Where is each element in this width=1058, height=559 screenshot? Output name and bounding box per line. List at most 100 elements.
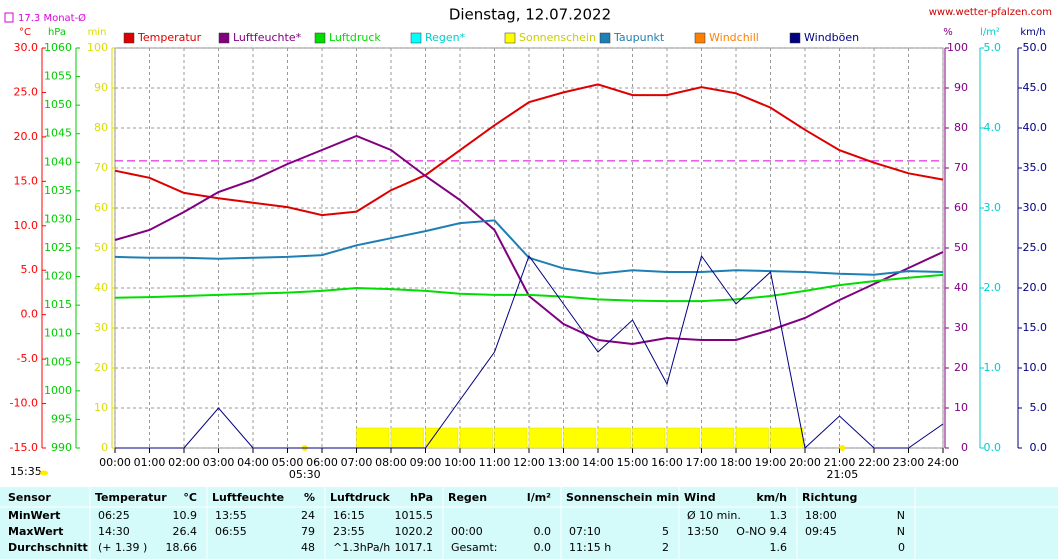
y-tick-label: 70 <box>94 161 108 174</box>
table-cell: 1015.5 <box>395 509 434 522</box>
x-tick-label: 21:00 <box>824 456 856 469</box>
y-tick-label: -10.0 <box>10 397 38 410</box>
sunshine-bar <box>597 427 631 449</box>
y-tick-label: 15.0 <box>14 174 39 187</box>
table-header: Temperatur <box>95 491 167 504</box>
table-cell: 0.0 <box>534 525 552 538</box>
table-cell: 13:50 <box>687 525 719 538</box>
table-cell: 06:55 <box>215 525 247 538</box>
series-line <box>114 273 944 303</box>
y-tick-label: 5.0 <box>21 263 39 276</box>
legend-swatch <box>314 32 326 44</box>
table-cell: 09:45 <box>805 525 837 538</box>
legend-label: Taupunkt <box>613 31 665 44</box>
table-header: Wind <box>684 491 716 504</box>
x-tick-label: 05:00 <box>272 456 304 469</box>
table-header-unit: % <box>304 491 315 504</box>
y-tick-label: 100 <box>87 41 108 54</box>
y-tick-label: -15.0 <box>10 441 38 454</box>
y-tick-label: 45.0 <box>1023 81 1048 94</box>
updated-time: 15:35 <box>10 465 42 478</box>
table-cell: 1.6 <box>770 541 788 554</box>
table-cell: 07:10 <box>569 525 601 538</box>
y-tick-label: 30.0 <box>14 41 39 54</box>
annotation-label: 05:30 <box>289 468 321 481</box>
x-tick-label: 09:00 <box>410 456 442 469</box>
table-cell: 79 <box>301 525 315 538</box>
y-tick-label: 1010 <box>44 327 72 340</box>
x-tick-label: 07:00 <box>341 456 373 469</box>
table-cell: 2 <box>662 541 669 554</box>
y-tick-label: 0 <box>101 441 108 454</box>
y-tick-label: 80 <box>94 121 108 134</box>
y-tick-label: 1060 <box>44 41 72 54</box>
y-tick-label: 10.0 <box>14 219 39 232</box>
table-header-unit: km/h <box>756 491 787 504</box>
table-row-label: Durchschnitt <box>8 541 88 554</box>
table-cell: O-NO 9.4 <box>736 525 787 538</box>
table-cell: N <box>897 525 905 538</box>
y-tick-label: 30 <box>94 321 108 334</box>
x-tick-label: 11:00 <box>479 456 511 469</box>
table-cell: 1017.1 <box>395 541 434 554</box>
x-tick-label: 04:00 <box>237 456 269 469</box>
y-tick-label: 10.0 <box>1023 361 1048 374</box>
x-tick-label: 23:00 <box>893 456 925 469</box>
table-header-unit: l/m² <box>527 491 551 504</box>
table-cell: Gesamt: <box>451 541 498 554</box>
y-tick-label: 3.0 <box>984 201 1002 214</box>
table-cell: (+ 1.39 ) <box>98 541 147 554</box>
legend-label: Luftfeuchte* <box>233 31 302 44</box>
y-axis-unit: % <box>943 27 953 38</box>
y-tick-label: 990 <box>51 441 72 454</box>
y-tick-label: 1015 <box>44 298 72 311</box>
x-tick-label: 16:00 <box>651 456 683 469</box>
x-tick-label: 15:00 <box>617 456 649 469</box>
y-tick-label: 20.0 <box>1023 281 1048 294</box>
y-tick-label: 10 <box>954 401 968 414</box>
background <box>0 0 1058 487</box>
table-cell: Ø 10 min. <box>687 509 741 522</box>
legend-swatch <box>599 32 611 44</box>
sunshine-bar <box>770 427 804 449</box>
y-axis-unit: km/h <box>1020 27 1045 38</box>
y-tick-label: 1045 <box>44 127 72 140</box>
y-tick-label: 0.0 <box>1030 441 1048 454</box>
table-cell: ^1.3hPa/h <box>333 541 390 554</box>
sunshine-bar <box>459 427 493 449</box>
y-tick-label: 40 <box>954 281 968 294</box>
series-line <box>114 219 944 276</box>
x-tick-label: 08:00 <box>375 456 407 469</box>
table-cell: 13:55 <box>215 509 247 522</box>
y-tick-label: 5.0 <box>1030 401 1048 414</box>
sunshine-bar <box>425 427 459 449</box>
chart-title: Dienstag, 12.07.2022 <box>449 6 611 24</box>
x-tick-label: 13:00 <box>548 456 580 469</box>
y-tick-label: 50 <box>954 241 968 254</box>
y-axis-unit: min <box>88 27 107 38</box>
y-tick-label: 10 <box>94 401 108 414</box>
table-row-label: MaxWert <box>8 525 63 538</box>
table-cell: 23:55 <box>333 525 365 538</box>
x-tick-label: 01:00 <box>134 456 166 469</box>
y-tick-label: 15.0 <box>1023 321 1048 334</box>
sunshine-bar <box>528 427 562 449</box>
y-tick-label: 50.0 <box>1023 41 1048 54</box>
y-tick-label: 30 <box>954 321 968 334</box>
x-tick-label: 02:00 <box>168 456 200 469</box>
legend-label: Windböen <box>804 31 859 44</box>
y-tick-label: 40 <box>94 281 108 294</box>
table-header: Sensor <box>8 491 51 504</box>
y-tick-label: 70 <box>954 161 968 174</box>
table-cell: 5 <box>662 525 669 538</box>
x-tick-label: 22:00 <box>858 456 890 469</box>
source-link[interactable]: www.wetter-pfalzen.com <box>929 7 1052 18</box>
table-background <box>0 487 1058 559</box>
y-tick-label: 25.0 <box>14 85 39 98</box>
table-header: Sonnenschein min <box>566 491 679 504</box>
y-tick-label: 1020 <box>44 270 72 283</box>
table-cell: 10.9 <box>173 509 198 522</box>
x-tick-label: 19:00 <box>755 456 787 469</box>
y-tick-label: 30.0 <box>1023 201 1048 214</box>
table-header: Regen <box>448 491 487 504</box>
